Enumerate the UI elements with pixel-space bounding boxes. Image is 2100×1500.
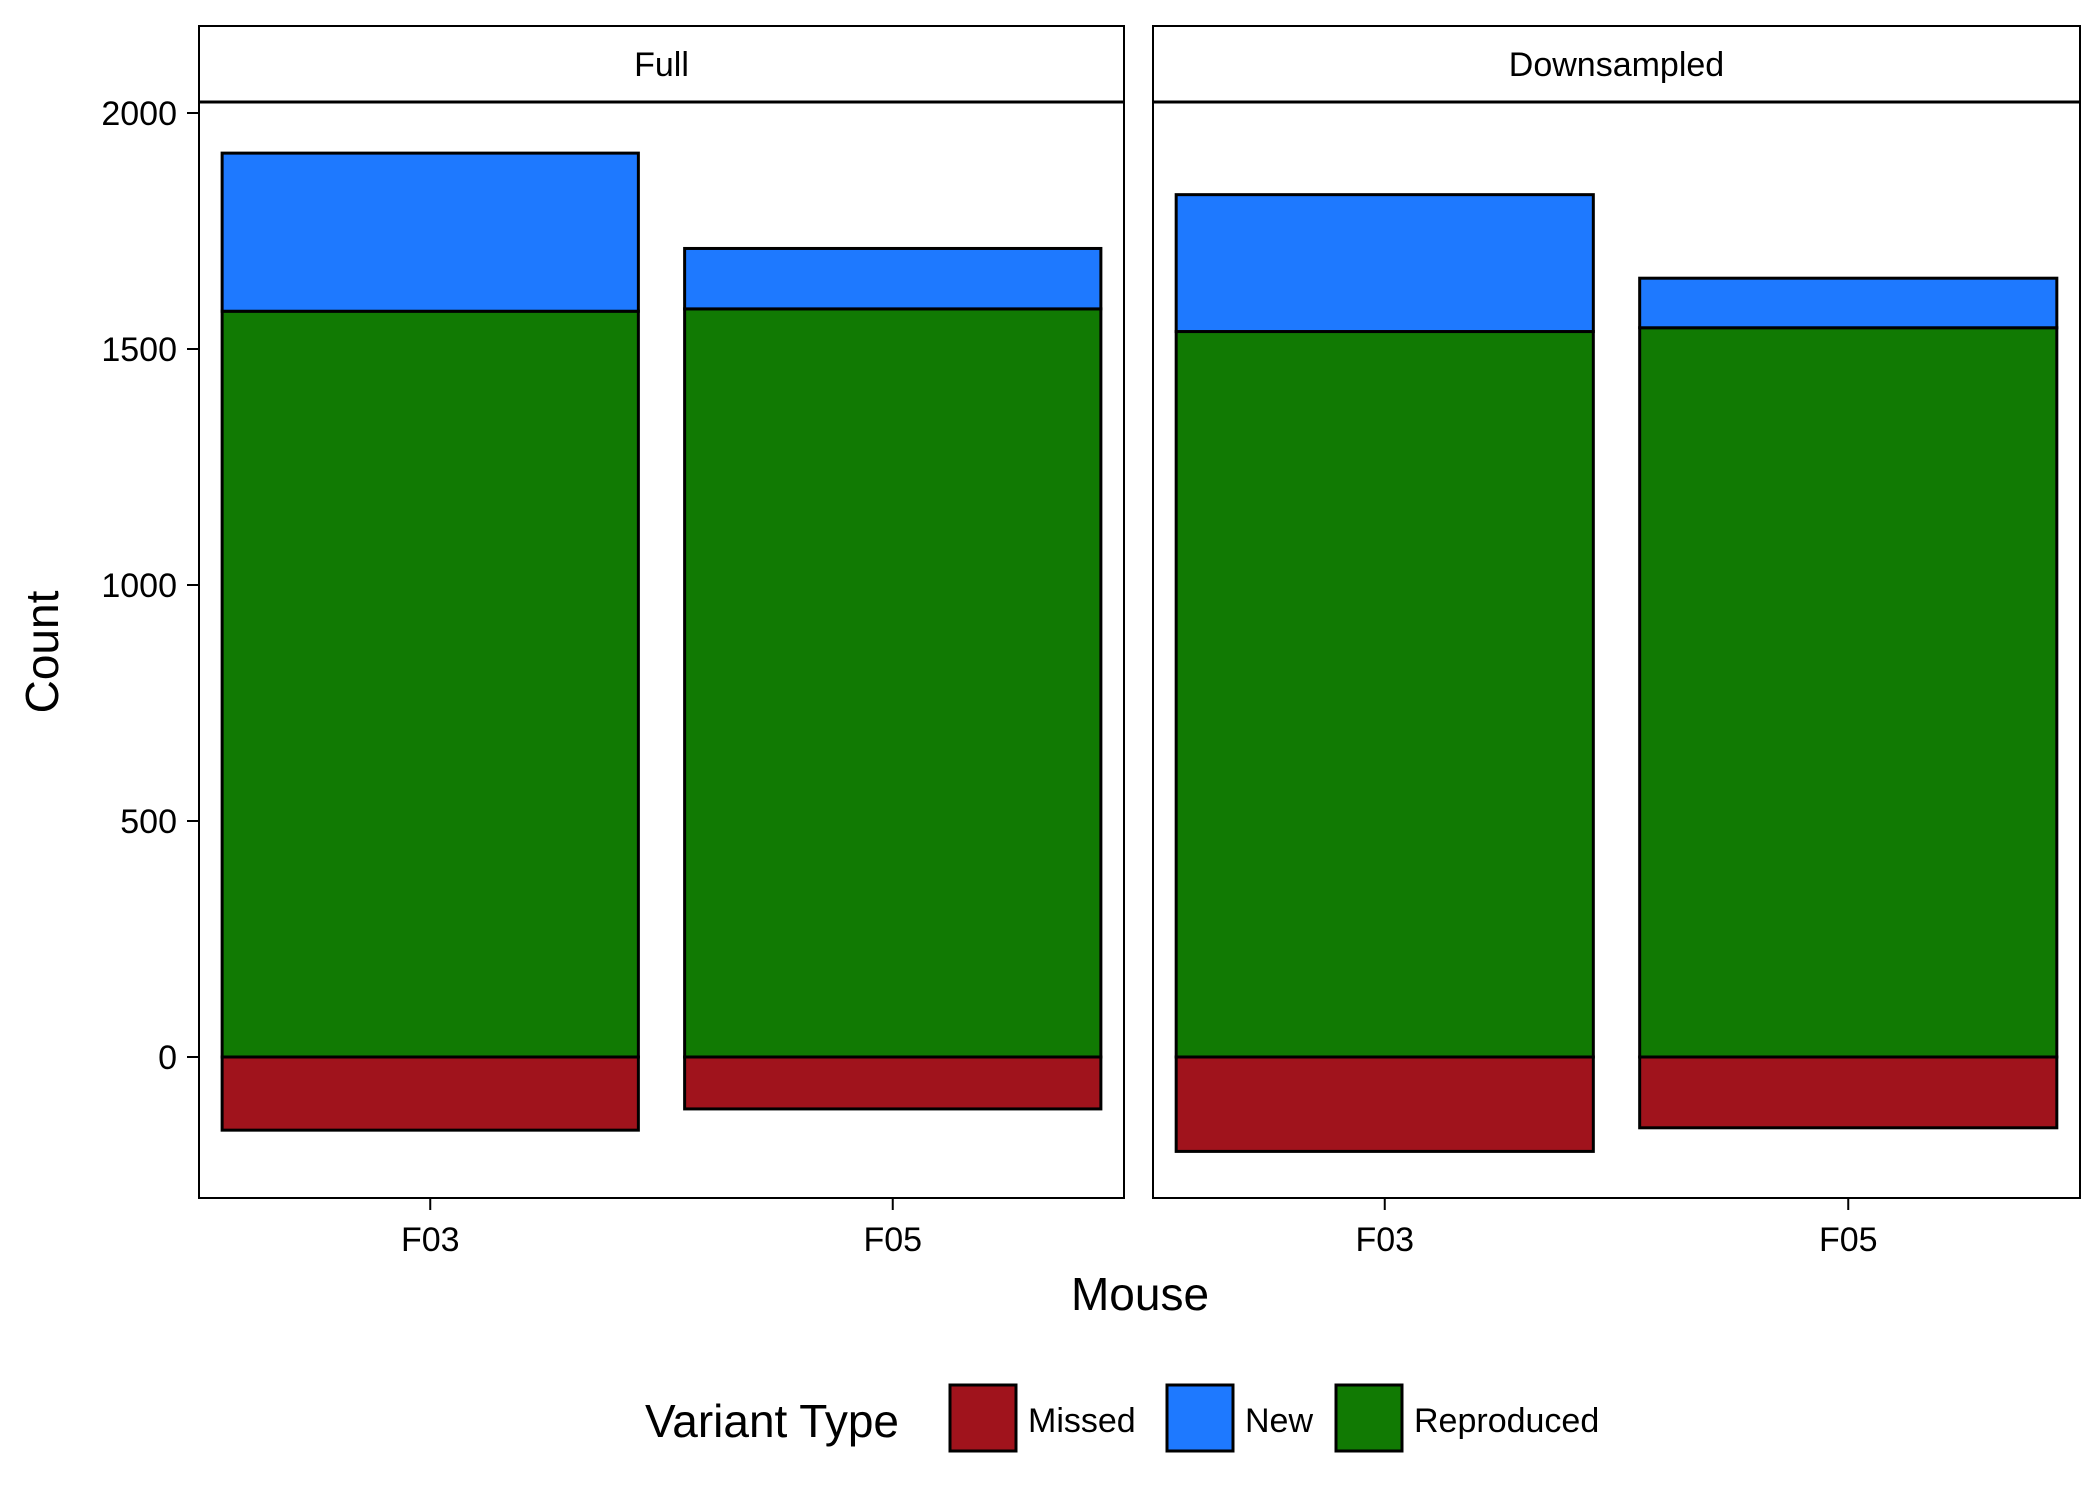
bar-downsampled-f03-reproduced bbox=[1174, 330, 1595, 1059]
y-tick-label-1500: 1500 bbox=[101, 331, 177, 369]
bar-full-f05-reproduced bbox=[683, 307, 1103, 1059]
panel-strip-label: Full bbox=[634, 46, 689, 84]
chart-panels: Full F03 F05 Downsampled F03 F05 bbox=[198, 25, 2081, 1259]
x-tick-label-f03: F03 bbox=[1355, 1221, 1414, 1259]
x-tick-label-f05: F05 bbox=[863, 1221, 922, 1259]
bar-full-f03-missed bbox=[220, 1055, 640, 1132]
legend-title: Variant Type bbox=[645, 1395, 899, 1447]
legend-key-reproduced bbox=[1334, 1383, 1404, 1453]
bar-downsampled-f05-missed bbox=[1638, 1055, 2059, 1130]
legend-label-new: New bbox=[1245, 1402, 1313, 1440]
panel-strip bbox=[198, 25, 1125, 103]
bar-downsampled-f05-new bbox=[1638, 276, 2059, 330]
x-tick-label-f03: F03 bbox=[401, 1221, 460, 1259]
y-axis-title: Count bbox=[16, 590, 68, 713]
panel-full: Full F03 F05 bbox=[198, 25, 1125, 1259]
legend-key-new bbox=[1165, 1383, 1235, 1453]
y-tick-label-500: 500 bbox=[120, 803, 177, 841]
bar-full-f03-reproduced bbox=[220, 309, 640, 1059]
legend-label-reproduced: Reproduced bbox=[1414, 1402, 1599, 1440]
bar-full-f05-missed bbox=[683, 1055, 1103, 1111]
bar-full-f05-new bbox=[683, 246, 1103, 311]
x-tick-label-f05: F05 bbox=[1819, 1221, 1878, 1259]
y-tick-label-1000: 1000 bbox=[101, 567, 177, 605]
bar-downsampled-f05-reproduced bbox=[1638, 326, 2059, 1059]
legend: Variant Type Missed New Reproduced bbox=[645, 1383, 1599, 1453]
legend-key-missed bbox=[948, 1383, 1018, 1453]
panel-strip-label: Downsampled bbox=[1509, 46, 1724, 84]
y-axis: 0 500 1000 1500 2000 bbox=[101, 95, 199, 1077]
bar-downsampled-f03-missed bbox=[1174, 1055, 1595, 1153]
y-tick-label-0: 0 bbox=[158, 1039, 177, 1077]
bar-downsampled-f03-new bbox=[1174, 193, 1595, 334]
panel-downsampled: Downsampled F03 F05 bbox=[1152, 25, 2081, 1259]
y-tick-label-2000: 2000 bbox=[101, 95, 177, 133]
x-axis-title: Mouse bbox=[1071, 1268, 1209, 1320]
legend-label-missed: Missed bbox=[1028, 1402, 1136, 1440]
bar-full-f03-new bbox=[220, 151, 640, 313]
